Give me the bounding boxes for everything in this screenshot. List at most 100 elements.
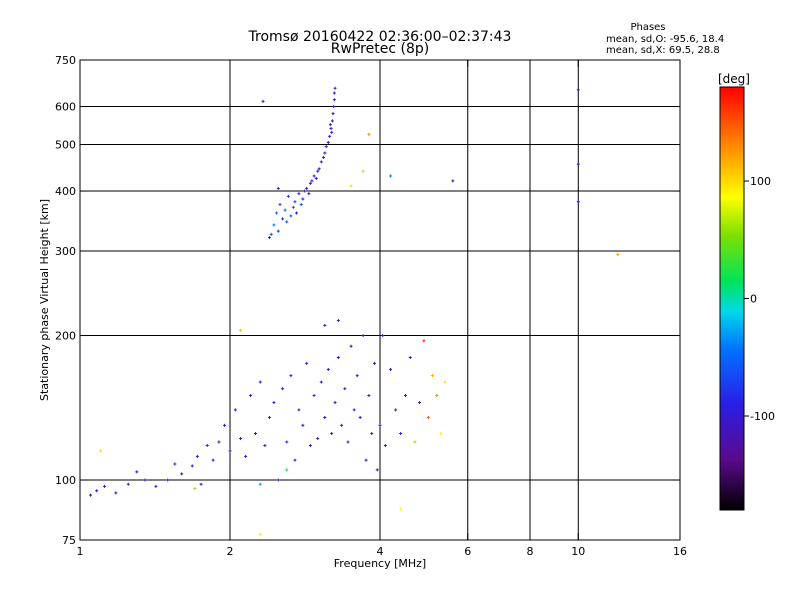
- colorbar-tick-label: 0: [750, 293, 757, 306]
- data-point: [261, 99, 265, 103]
- data-point: [431, 374, 435, 378]
- data-point: [361, 169, 365, 173]
- colorbar: [719, 86, 745, 511]
- data-point: [289, 374, 293, 378]
- data-point: [126, 482, 130, 486]
- data-point: [422, 339, 426, 343]
- data-point: [343, 387, 347, 391]
- data-point: [308, 444, 312, 448]
- data-point: [332, 91, 336, 95]
- data-point: [329, 126, 333, 130]
- data-point: [332, 98, 336, 102]
- data-point: [286, 194, 290, 198]
- data-point: [253, 432, 257, 436]
- colorbar-tick-label: -100: [750, 410, 775, 423]
- data-point: [331, 112, 335, 116]
- y-tick-label: 300: [55, 245, 76, 258]
- data-points: [89, 86, 620, 537]
- x-tick-label: 4: [377, 545, 384, 558]
- data-point: [301, 423, 305, 427]
- data-point: [317, 167, 321, 171]
- data-point: [223, 423, 227, 427]
- data-point: [426, 415, 430, 419]
- data-point: [346, 440, 350, 444]
- data-point: [330, 130, 334, 134]
- y-tick-label: 100: [55, 474, 76, 487]
- data-point: [283, 208, 287, 212]
- data-point: [576, 162, 580, 166]
- data-point: [373, 361, 377, 365]
- data-point: [332, 105, 336, 109]
- data-point: [239, 328, 243, 332]
- data-point: [154, 484, 158, 488]
- data-point: [326, 140, 330, 144]
- data-point: [95, 489, 99, 493]
- stats-header: Phases: [630, 22, 665, 33]
- data-point: [299, 202, 303, 206]
- data-point: [267, 415, 271, 419]
- data-point: [199, 482, 203, 486]
- data-point: [302, 189, 306, 193]
- data-point: [285, 468, 289, 472]
- data-point: [312, 174, 316, 178]
- data-point: [211, 458, 215, 462]
- data-point: [389, 174, 393, 178]
- data-point: [316, 437, 320, 441]
- data-point: [301, 197, 305, 201]
- grid-lines: [80, 60, 680, 540]
- data-point: [330, 432, 334, 436]
- data-point: [417, 401, 421, 405]
- stats-line-x: mean, sd,X: 69.5, 28.8: [606, 45, 720, 56]
- data-point: [275, 211, 279, 215]
- data-point: [333, 401, 337, 405]
- data-point: [616, 253, 620, 257]
- data-point: [413, 440, 417, 444]
- data-point: [281, 217, 285, 221]
- data-point: [319, 380, 323, 384]
- x-axis-ticks: 1 2 4 6 8 10 16: [77, 60, 687, 558]
- data-point: [263, 444, 267, 448]
- x-tick-label: 10: [571, 545, 585, 558]
- data-point: [324, 145, 328, 149]
- data-point: [364, 458, 368, 462]
- data-point: [367, 132, 371, 136]
- y-tick-label: 500: [55, 139, 76, 152]
- x-tick-label: 6: [464, 545, 471, 558]
- data-point: [367, 394, 371, 398]
- data-point: [319, 160, 323, 164]
- data-point: [333, 86, 337, 90]
- data-point: [308, 181, 312, 185]
- data-point: [195, 454, 199, 458]
- data-point: [173, 462, 177, 466]
- data-point: [310, 179, 314, 183]
- data-point: [352, 408, 356, 412]
- data-point: [297, 408, 301, 412]
- data-point: [381, 334, 385, 338]
- stats-line-o: mean, sd,O: -95.6, 18.4: [606, 34, 724, 45]
- data-point: [278, 202, 282, 206]
- colorbar-label: [deg]: [718, 72, 750, 86]
- data-point: [358, 415, 362, 419]
- data-point: [281, 387, 285, 391]
- data-point: [289, 214, 293, 218]
- data-point: [394, 408, 398, 412]
- data-point: [89, 493, 93, 497]
- data-point: [439, 432, 443, 436]
- data-point: [378, 423, 382, 427]
- data-point: [330, 119, 334, 123]
- y-axis-ticks: 75 100 200 300 400 500 600 750: [55, 54, 680, 547]
- data-point: [349, 184, 353, 188]
- data-point: [135, 470, 139, 474]
- x-tick-label: 1: [77, 545, 84, 558]
- x-tick-label: 2: [227, 545, 234, 558]
- chart-title: Tromsø 20160422 02:36:00–02:37:43: [248, 29, 512, 45]
- data-point: [326, 367, 330, 371]
- data-point: [285, 220, 289, 224]
- y-tick-label: 750: [55, 54, 76, 67]
- data-point: [389, 367, 393, 371]
- data-point: [403, 394, 407, 398]
- data-point: [370, 432, 374, 436]
- data-point: [258, 380, 262, 384]
- data-point: [328, 123, 332, 127]
- data-point: [272, 223, 276, 227]
